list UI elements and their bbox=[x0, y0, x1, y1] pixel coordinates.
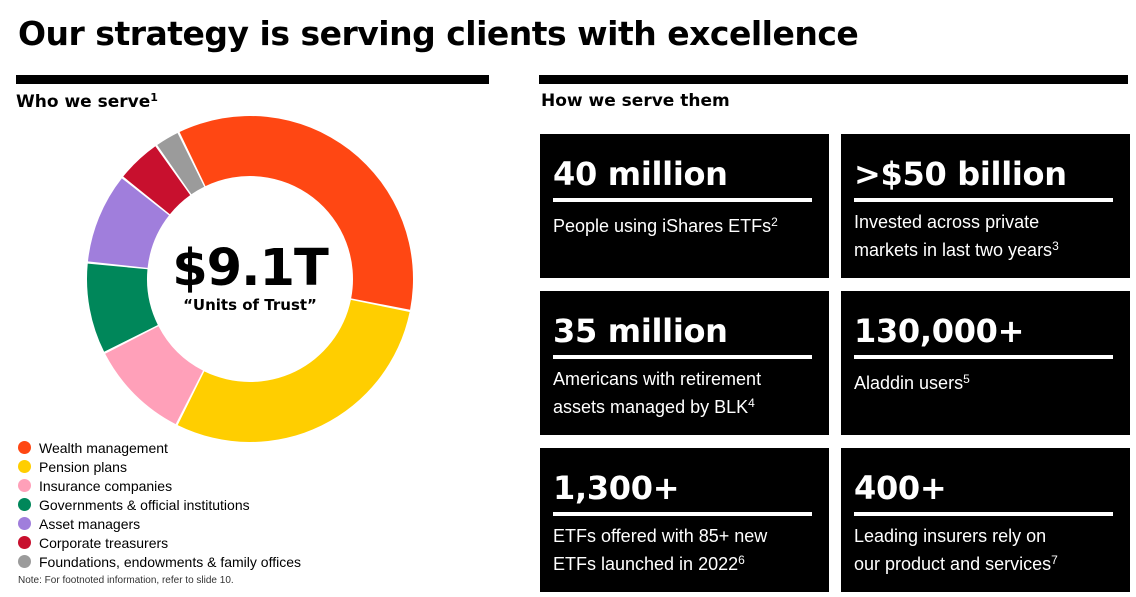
donut-slice-5 bbox=[123, 146, 191, 215]
stat-tile-footnote: 2 bbox=[771, 215, 778, 229]
legend-swatch-5 bbox=[18, 536, 31, 549]
stat-tile-description-line: Americans with retirement bbox=[553, 369, 762, 389]
legend-item-6: Foundations, endowments & family offices bbox=[18, 552, 301, 571]
stat-tile-description-line: ETFs offered with 85+ new bbox=[553, 526, 768, 546]
stat-tile-value: 40 million bbox=[553, 155, 728, 193]
stat-tile-description-line: Leading insurers rely on bbox=[854, 526, 1047, 546]
stat-tile-value: 35 million bbox=[553, 312, 728, 350]
stat-tile-3: 130,000+ Aladdin users5 bbox=[841, 291, 1130, 435]
legend-item-3: Governments & official institutions bbox=[18, 495, 301, 514]
donut-slice-4 bbox=[87, 178, 169, 268]
donut-total-value: $9.1T bbox=[172, 239, 329, 298]
legend-swatch-2 bbox=[18, 479, 31, 492]
stat-tile-4: 1,300+ ETFs offered with 85+ new ETFs laun… bbox=[540, 448, 829, 592]
donut-slice-3 bbox=[87, 263, 158, 352]
who-we-serve-heading-text: Who we serve bbox=[16, 92, 151, 112]
legend-label-3: Governments & official institutions bbox=[39, 496, 250, 513]
legend-swatch-3 bbox=[18, 498, 31, 511]
donut-slice-6 bbox=[157, 132, 205, 195]
stat-tile-footnote: 6 bbox=[738, 553, 745, 567]
stat-tile-divider bbox=[854, 512, 1113, 516]
stat-tile-description-line: assets managed by BLK4 bbox=[553, 396, 755, 417]
who-we-serve-heading: Who we serve1 bbox=[16, 91, 158, 112]
stat-tile-1: >$50 billion Invested across private marke… bbox=[841, 134, 1130, 278]
stat-tile-divider bbox=[553, 512, 812, 516]
stat-tile-description: ETFs offered with 85+ new ETFs launched i… bbox=[553, 524, 813, 576]
stat-tile-value: >$50 billion bbox=[854, 155, 1067, 193]
stat-tile-description-line: markets in last two years3 bbox=[854, 239, 1059, 260]
stat-tile-footnote: 3 bbox=[1052, 239, 1059, 253]
legend-swatch-6 bbox=[18, 555, 31, 568]
legend-item-1: Pension plans bbox=[18, 457, 301, 476]
donut-legend: Wealth management Pension plans Insurance … bbox=[18, 438, 301, 571]
legend-item-2: Insurance companies bbox=[18, 476, 301, 495]
stat-tile-description-line: Invested across private bbox=[854, 212, 1040, 232]
stat-tile-description-line: Aladdin users5 bbox=[854, 372, 970, 393]
legend-swatch-1 bbox=[18, 460, 31, 473]
stat-tile-value: 400+ bbox=[854, 469, 947, 507]
stat-tile-divider bbox=[553, 355, 812, 359]
stat-tile-divider bbox=[854, 355, 1113, 359]
donut-slice-2 bbox=[105, 326, 204, 425]
legend-item-4: Asset managers bbox=[18, 514, 301, 533]
stat-tile-value: 130,000+ bbox=[854, 312, 1025, 350]
stat-tile-0: 40 million People using iShares ETFs2 bbox=[540, 134, 829, 278]
legend-label-1: Pension plans bbox=[39, 458, 127, 475]
stat-tile-2: 35 million Americans with retirement asset… bbox=[540, 291, 829, 435]
stat-tile-divider bbox=[553, 198, 812, 202]
page-title: Our strategy is serving clients with exc… bbox=[18, 14, 859, 53]
footnote-note: Note: For footnoted information, refer t… bbox=[18, 575, 234, 586]
legend-label-5: Corporate treasurers bbox=[39, 534, 169, 551]
stat-tile-divider bbox=[854, 198, 1113, 202]
legend-label-6: Foundations, endowments & family offices bbox=[39, 553, 301, 570]
stat-tile-value: 1,300+ bbox=[553, 469, 680, 507]
legend-swatch-4 bbox=[18, 517, 31, 530]
stat-tiles: 40 million People using iShares ETFs2 >$50… bbox=[540, 134, 1130, 592]
donut-center: $9.1T “Units of Trust” bbox=[85, 239, 415, 315]
stat-tile-description: Americans with retirement assets managed … bbox=[553, 367, 813, 419]
legend-label-4: Asset managers bbox=[39, 515, 141, 532]
section-rule-right bbox=[539, 75, 1128, 84]
stat-tile-footnote: 4 bbox=[748, 396, 755, 410]
legend-item-0: Wealth management bbox=[18, 438, 301, 457]
stat-tile-5: 400+ Leading insurers rely on our product … bbox=[841, 448, 1130, 592]
legend-label-2: Insurance companies bbox=[39, 477, 173, 494]
stat-tile-description: Invested across private markets in last t… bbox=[854, 210, 1114, 262]
stat-tile-footnote: 7 bbox=[1051, 553, 1058, 567]
donut-slice-0 bbox=[179, 116, 413, 310]
legend-item-5: Corporate treasurers bbox=[18, 533, 301, 552]
stat-tile-description-line: our product and services7 bbox=[854, 553, 1058, 574]
stat-tile-footnote: 5 bbox=[963, 372, 970, 386]
donut-slice-1 bbox=[177, 299, 410, 442]
stat-tile-description-line: ETFs launched in 20226 bbox=[553, 553, 745, 574]
stat-tile-description: People using iShares ETFs2 bbox=[553, 210, 813, 238]
stat-tile-description: Aladdin users5 bbox=[854, 367, 1114, 395]
client-donut-chart bbox=[87, 116, 413, 442]
how-we-serve-heading: How we serve them bbox=[541, 91, 730, 111]
donut-center-label: “Units of Trust” bbox=[183, 296, 317, 314]
stat-tile-description: Leading insurers rely on our product and … bbox=[854, 524, 1114, 576]
legend-swatch-0 bbox=[18, 441, 31, 454]
stat-tile-description-line: People using iShares ETFs2 bbox=[553, 215, 778, 236]
section-rule-left bbox=[16, 75, 489, 84]
who-we-serve-footnote: 1 bbox=[150, 91, 158, 104]
legend-label-0: Wealth management bbox=[39, 439, 168, 456]
